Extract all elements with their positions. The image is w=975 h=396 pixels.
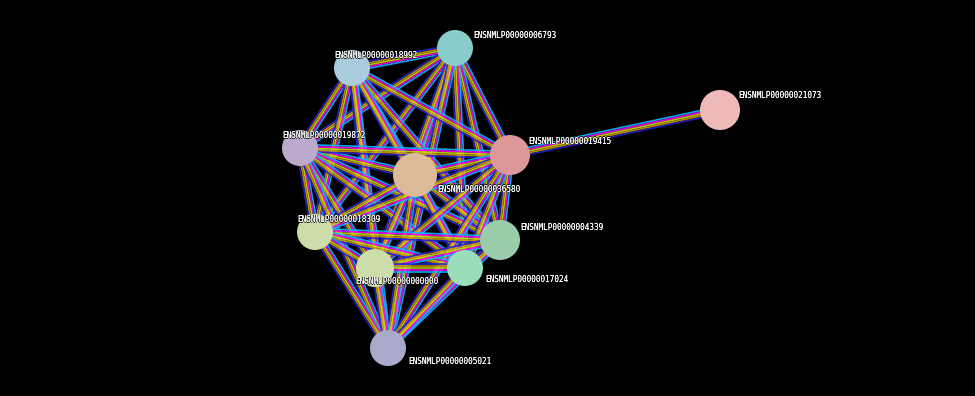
Text: ENSNMLP00000018992: ENSNMLP00000018992 bbox=[334, 52, 417, 61]
Text: ENSNMLP00000000000: ENSNMLP00000000000 bbox=[355, 278, 438, 286]
Text: ENSNMLP00000017024: ENSNMLP00000017024 bbox=[485, 276, 568, 285]
Text: ENSNMLP00000005021: ENSNMLP00000005021 bbox=[408, 358, 491, 367]
Circle shape bbox=[447, 250, 483, 286]
Text: ENSNMLP00000036580: ENSNMLP00000036580 bbox=[438, 185, 521, 194]
Text: ENSNMLP00000018992: ENSNMLP00000018992 bbox=[334, 51, 417, 61]
Text: ENSNMLP00000017024: ENSNMLP00000017024 bbox=[485, 275, 568, 284]
Circle shape bbox=[356, 249, 394, 287]
Circle shape bbox=[490, 135, 530, 175]
Text: ENSNMLP00000018309: ENSNMLP00000018309 bbox=[296, 215, 379, 225]
Text: ENSNMLP00000019872: ENSNMLP00000019872 bbox=[282, 131, 365, 141]
Text: ENSNMLP00000036580: ENSNMLP00000036580 bbox=[437, 185, 521, 194]
Circle shape bbox=[334, 50, 370, 86]
Text: ENSNMLP00000019872: ENSNMLP00000019872 bbox=[282, 131, 366, 141]
Text: ENSNMLP00000018309: ENSNMLP00000018309 bbox=[297, 215, 380, 224]
Text: ENSNMLP00000019415: ENSNMLP00000019415 bbox=[528, 137, 611, 145]
Text: ENSNMLP00000006793: ENSNMLP00000006793 bbox=[473, 32, 557, 40]
Text: ENSNMLP00000019415: ENSNMLP00000019415 bbox=[527, 137, 610, 145]
Text: ENSNMLP00000004339: ENSNMLP00000004339 bbox=[521, 223, 604, 232]
Text: ENSNMLP00000004339: ENSNMLP00000004339 bbox=[520, 223, 603, 232]
Text: ENSNMLP00000019415: ENSNMLP00000019415 bbox=[528, 137, 611, 146]
Text: ENSNMLP00000019872: ENSNMLP00000019872 bbox=[282, 131, 366, 140]
Text: ENSNMLP00000005021: ENSNMLP00000005021 bbox=[408, 358, 491, 367]
Text: ENSNMLP00000019415: ENSNMLP00000019415 bbox=[528, 137, 611, 145]
Text: ENSNMLP00000004339: ENSNMLP00000004339 bbox=[520, 223, 604, 232]
Circle shape bbox=[480, 220, 520, 260]
Text: ENSNMLP00000021073: ENSNMLP00000021073 bbox=[738, 91, 821, 100]
Text: ENSNMLP00000000000: ENSNMLP00000000000 bbox=[356, 278, 439, 286]
Text: ENSNMLP00000006793: ENSNMLP00000006793 bbox=[474, 32, 557, 40]
Text: ENSNMLP00000021073: ENSNMLP00000021073 bbox=[737, 91, 821, 101]
Text: ENSNMLP00000036580: ENSNMLP00000036580 bbox=[437, 185, 521, 194]
Circle shape bbox=[700, 90, 740, 130]
Text: ENSNMLP00000006793: ENSNMLP00000006793 bbox=[473, 32, 556, 40]
Text: ENSNMLP00000036580: ENSNMLP00000036580 bbox=[437, 185, 521, 194]
Circle shape bbox=[297, 214, 333, 250]
Text: ENSNMLP00000019872: ENSNMLP00000019872 bbox=[282, 132, 366, 141]
Text: ENSNMLP00000018992: ENSNMLP00000018992 bbox=[334, 51, 417, 60]
Text: ENSNMLP00000000000: ENSNMLP00000000000 bbox=[355, 278, 438, 287]
Circle shape bbox=[282, 130, 318, 166]
Text: ENSNMLP00000006793: ENSNMLP00000006793 bbox=[473, 32, 557, 41]
Text: ENSNMLP00000006793: ENSNMLP00000006793 bbox=[473, 32, 557, 40]
Text: ENSNMLP00000017024: ENSNMLP00000017024 bbox=[485, 276, 567, 284]
Text: ENSNMLP00000004339: ENSNMLP00000004339 bbox=[520, 223, 604, 232]
Text: ENSNMLP00000018309: ENSNMLP00000018309 bbox=[297, 215, 381, 225]
Text: ENSNMLP00000018992: ENSNMLP00000018992 bbox=[334, 51, 417, 61]
Text: ENSNMLP00000021073: ENSNMLP00000021073 bbox=[738, 91, 821, 101]
Text: ENSNMLP00000000000: ENSNMLP00000000000 bbox=[355, 278, 438, 286]
Text: ENSNMLP00000006793: ENSNMLP00000006793 bbox=[473, 31, 557, 40]
Circle shape bbox=[437, 30, 473, 66]
Text: ENSNMLP00000019872: ENSNMLP00000019872 bbox=[283, 131, 366, 141]
Text: ENSNMLP00000004339: ENSNMLP00000004339 bbox=[520, 223, 604, 232]
Text: ENSNMLP00000018992: ENSNMLP00000018992 bbox=[333, 51, 416, 61]
Text: ENSNMLP00000021073: ENSNMLP00000021073 bbox=[738, 92, 821, 101]
Text: ENSNMLP00000000000: ENSNMLP00000000000 bbox=[355, 277, 438, 286]
Text: ENSNMLP00000019415: ENSNMLP00000019415 bbox=[528, 137, 611, 145]
Text: ENSNMLP00000017024: ENSNMLP00000017024 bbox=[486, 276, 568, 284]
Text: ENSNMLP00000005021: ENSNMLP00000005021 bbox=[408, 358, 490, 367]
Text: ENSNMLP00000036580: ENSNMLP00000036580 bbox=[437, 184, 521, 193]
Text: ENSNMLP00000017024: ENSNMLP00000017024 bbox=[485, 276, 568, 284]
Text: ENSNMLP00000018309: ENSNMLP00000018309 bbox=[297, 216, 380, 225]
Circle shape bbox=[393, 153, 437, 197]
Text: ENSNMLP00000018309: ENSNMLP00000018309 bbox=[297, 215, 380, 225]
Text: ENSNMLP00000018992: ENSNMLP00000018992 bbox=[334, 51, 417, 61]
Text: ENSNMLP00000021073: ENSNMLP00000021073 bbox=[738, 91, 822, 101]
Text: ENSNMLP00000021073: ENSNMLP00000021073 bbox=[738, 91, 821, 101]
Text: ENSNMLP00000005021: ENSNMLP00000005021 bbox=[409, 358, 491, 367]
Text: ENSNMLP00000005021: ENSNMLP00000005021 bbox=[408, 357, 491, 366]
Text: ENSNMLP00000019415: ENSNMLP00000019415 bbox=[528, 136, 611, 145]
Text: ENSNMLP00000004339: ENSNMLP00000004339 bbox=[520, 224, 604, 233]
Text: ENSNMLP00000018309: ENSNMLP00000018309 bbox=[297, 215, 380, 225]
Text: ENSNMLP00000019872: ENSNMLP00000019872 bbox=[282, 131, 366, 141]
Text: ENSNMLP00000005021: ENSNMLP00000005021 bbox=[408, 358, 491, 367]
Text: ENSNMLP00000000000: ENSNMLP00000000000 bbox=[355, 278, 438, 286]
Circle shape bbox=[370, 330, 406, 366]
Text: ENSNMLP00000036580: ENSNMLP00000036580 bbox=[437, 185, 520, 194]
Text: ENSNMLP00000017024: ENSNMLP00000017024 bbox=[485, 276, 568, 284]
